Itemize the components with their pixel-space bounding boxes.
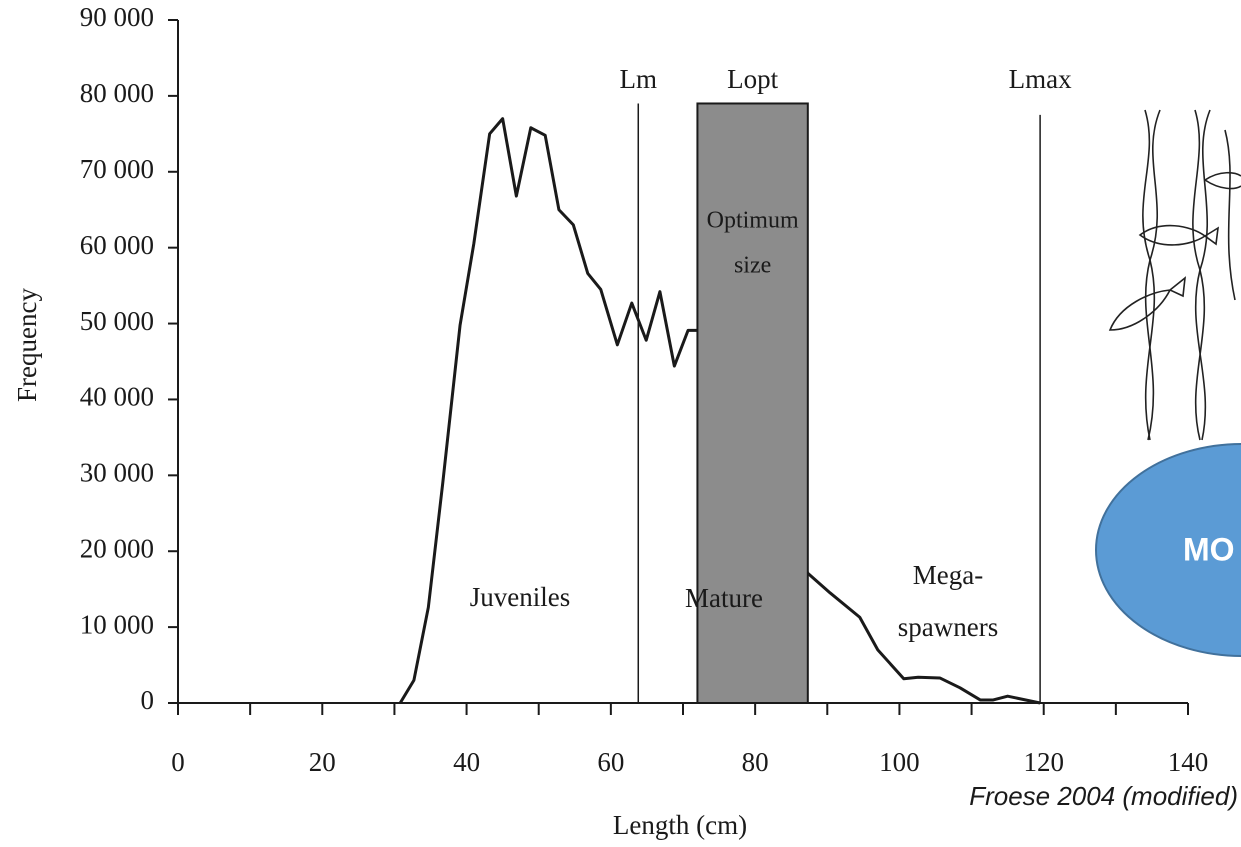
y-tick-label: 50 000 xyxy=(80,306,154,336)
annotation: Mature xyxy=(685,583,763,613)
y-tick-label: 90 000 xyxy=(80,2,154,32)
y-tick-label: 0 xyxy=(141,685,155,715)
y-axis-label: Frequency xyxy=(12,288,42,402)
y-tick-label: 60 000 xyxy=(80,230,154,260)
y-tick-label: 80 000 xyxy=(80,78,154,108)
y-tick-label: 40 000 xyxy=(80,382,154,412)
callout-shape xyxy=(1095,443,1241,657)
reference-label: Lm xyxy=(620,64,658,94)
x-tick-label: 60 xyxy=(597,747,624,777)
annotation: Mega- xyxy=(913,560,983,590)
y-tick-label: 30 000 xyxy=(80,458,154,488)
callout-text: MO xyxy=(1183,531,1235,567)
x-tick-label: 40 xyxy=(453,747,480,777)
band-text: Optimum xyxy=(707,208,799,234)
y-tick-label: 10 000 xyxy=(80,609,154,639)
x-tick-label: 120 xyxy=(1023,747,1064,777)
fish-illustration xyxy=(1108,109,1241,441)
x-axis-label: Length (cm) xyxy=(613,810,747,840)
annotation: spawners xyxy=(898,612,998,642)
x-tick-label: 0 xyxy=(171,747,185,777)
x-tick-label: 140 xyxy=(1168,747,1209,777)
band-text: size xyxy=(734,253,771,279)
x-tick-label: 20 xyxy=(309,747,336,777)
x-tick-label: 100 xyxy=(879,747,920,777)
source-note: Froese 2004 (modified) xyxy=(969,781,1238,811)
optimum-band xyxy=(696,102,809,704)
y-tick-label: 20 000 xyxy=(80,533,154,563)
annotation: Juveniles xyxy=(470,582,571,612)
band-label: Lopt xyxy=(727,64,778,94)
reference-label: Lmax xyxy=(1009,64,1072,94)
y-tick-label: 70 000 xyxy=(80,154,154,184)
x-tick-label: 80 xyxy=(742,747,769,777)
